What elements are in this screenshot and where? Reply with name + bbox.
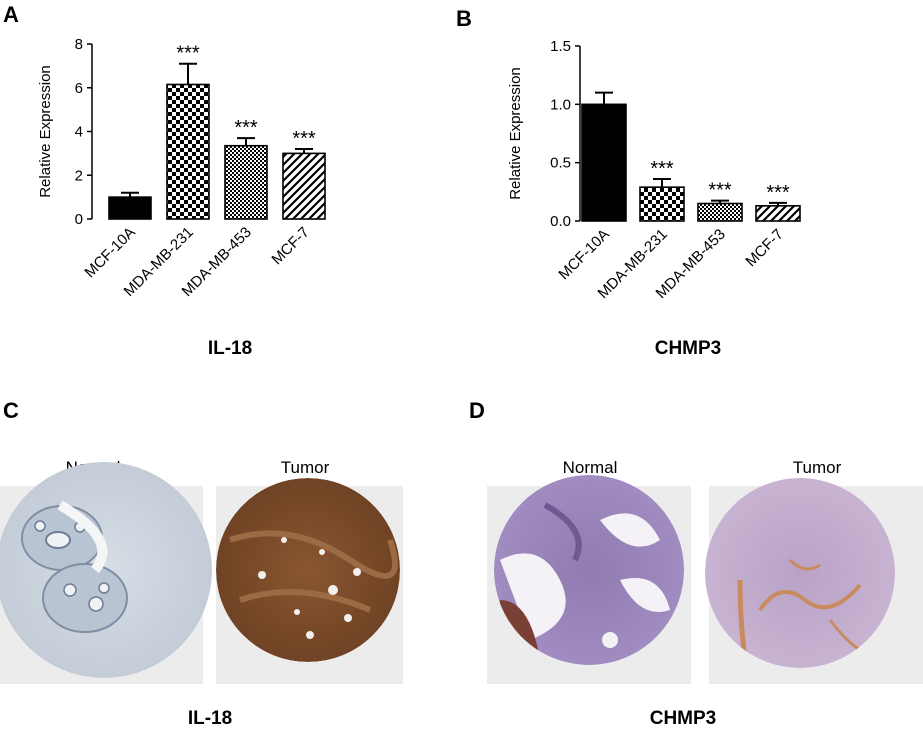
y-tick-label: 2 <box>75 167 83 184</box>
significance-mark: *** <box>766 182 790 204</box>
bar-mcf-7 <box>282 152 326 220</box>
bar-mda-mb-453 <box>224 144 268 220</box>
bar-mcf-10a <box>581 103 627 222</box>
bar-mcf-10a <box>108 196 152 220</box>
x-tick-label: MCF-7 <box>742 226 786 270</box>
ihc-panel-il18: Normal Tumor <box>0 458 403 729</box>
panel-letter-d: D <box>469 398 485 423</box>
tissue-core-normal-il18 <box>0 462 212 678</box>
y-tick-label: 8 <box>75 36 83 53</box>
significance-mark: *** <box>292 128 316 150</box>
y-tick-label: 0.5 <box>550 155 571 172</box>
chart-title: IL-18 <box>208 338 252 359</box>
y-axis-label: Relative Expression <box>507 67 524 200</box>
ihc-normal-label: Normal <box>563 458 618 477</box>
y-tick-label: 6 <box>75 80 83 97</box>
bar-mda-mb-453 <box>697 202 743 222</box>
significance-mark: *** <box>176 43 200 65</box>
panel-letter-b: B <box>456 6 472 31</box>
ihc-gene-label-il18: IL-18 <box>188 708 232 729</box>
tissue-core-tumor-chmp3 <box>705 478 895 668</box>
tissue-core-tumor-il18 <box>216 478 400 662</box>
x-tick-label: MCF-7 <box>268 224 312 268</box>
ihc-tumor-label: Tumor <box>281 458 330 477</box>
tissue-core-normal-chmp3 <box>494 475 684 665</box>
chart-title: CHMP3 <box>655 338 722 359</box>
x-tick-label: MCF-10A <box>81 224 138 281</box>
y-axis-label: Relative Expression <box>37 65 54 198</box>
significance-mark: *** <box>234 117 258 139</box>
y-tick-label: 4 <box>75 124 83 141</box>
panel-letter-c: C <box>3 398 19 423</box>
ihc-tumor-label: Tumor <box>793 458 842 477</box>
ihc-panel-chmp3: Normal Tumor CHMP3 <box>487 458 923 729</box>
significance-mark: *** <box>708 180 732 202</box>
bar-mcf-7 <box>755 205 801 222</box>
y-tick-label: 1.0 <box>550 96 571 113</box>
y-tick-label: 0.0 <box>550 213 571 230</box>
y-tick-label: 0 <box>75 211 83 228</box>
bar-mda-mb-231 <box>639 186 685 222</box>
chart-chmp3: 0.0 0.5 1.0 1.5 Relative Expression MCF-10A **… <box>507 38 801 359</box>
significance-mark: *** <box>650 158 674 180</box>
x-tick-label: MCF-10A <box>555 226 612 283</box>
ihc-gene-label-chmp3: CHMP3 <box>650 708 717 729</box>
bar-mda-mb-231 <box>166 83 210 220</box>
y-tick-label: 1.5 <box>550 38 571 55</box>
panel-letter-a: A <box>3 2 19 27</box>
